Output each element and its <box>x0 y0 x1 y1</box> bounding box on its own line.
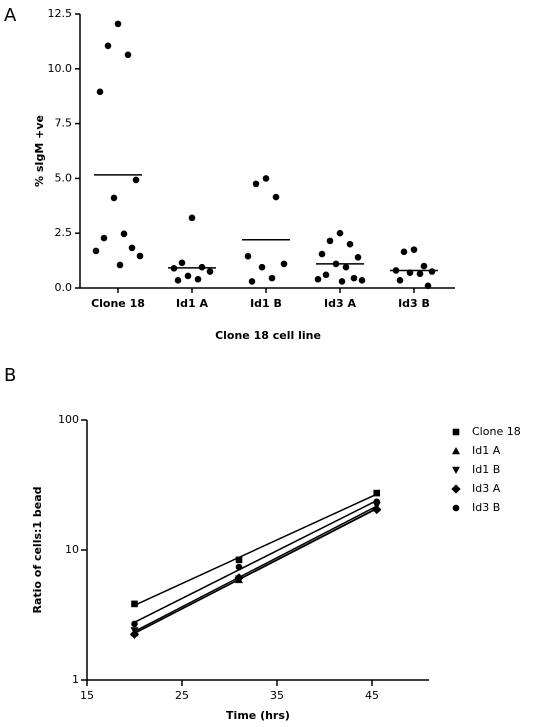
legend-label: Id1 B <box>472 463 500 476</box>
dot <box>116 261 124 269</box>
dot <box>262 175 270 182</box>
dot <box>178 259 186 267</box>
point <box>234 573 244 583</box>
dot <box>114 20 122 28</box>
legend-marker <box>452 504 460 512</box>
x-tick-label: Id1 B <box>250 297 282 310</box>
fit-line <box>134 493 378 606</box>
dot <box>280 260 288 268</box>
point <box>129 629 140 639</box>
fit-line <box>134 499 378 624</box>
legend-marker <box>451 484 461 494</box>
dot <box>92 247 100 255</box>
dot <box>424 282 432 290</box>
x-tick-label: Id3 A <box>324 297 356 310</box>
panel-label: A <box>4 5 17 26</box>
legend-marker <box>452 466 460 474</box>
point <box>373 498 381 506</box>
point <box>131 600 138 608</box>
dot <box>104 42 112 50</box>
dot <box>354 254 362 261</box>
dot <box>396 277 404 284</box>
dot <box>248 278 256 285</box>
dot <box>120 230 128 238</box>
x-axis-label: Time (hrs) <box>226 709 290 722</box>
dot <box>400 248 408 256</box>
panel-label: B <box>4 365 16 386</box>
dot <box>96 88 104 96</box>
x-tick-label: 25 <box>175 689 189 702</box>
dot <box>136 252 144 260</box>
dot <box>428 268 436 275</box>
dot <box>100 234 108 242</box>
fit-line <box>134 505 378 633</box>
dot <box>338 278 346 285</box>
legend-label: Clone 18 <box>472 425 521 438</box>
y-tick-label: 10 <box>65 543 79 556</box>
y-tick-label: 0.0 <box>55 281 73 294</box>
legend-label: Id3 A <box>472 482 501 495</box>
dot <box>420 262 428 270</box>
dot <box>346 240 354 248</box>
fit-line <box>134 508 378 634</box>
y-axis-label: % sIgM +ve <box>33 115 46 187</box>
dot <box>268 274 276 282</box>
y-tick-label: 1 <box>72 673 79 686</box>
dot <box>416 270 424 278</box>
x-tick-label: 15 <box>80 689 94 702</box>
dot <box>358 277 366 284</box>
y-tick-label: 100 <box>58 413 79 426</box>
legend-marker <box>452 428 460 436</box>
y-tick-label: 5.0 <box>55 171 73 184</box>
dot <box>350 274 358 282</box>
dot <box>188 214 196 222</box>
dot <box>258 263 266 271</box>
y-axis-label: Ratio of cells:1 bead <box>31 486 44 613</box>
x-tick-label: 35 <box>270 689 284 702</box>
x-tick-label: Id3 B <box>398 297 430 310</box>
dot <box>314 275 322 283</box>
point <box>235 563 243 571</box>
y-tick-label: 10.0 <box>48 62 73 75</box>
point <box>372 504 382 515</box>
dot <box>252 180 260 188</box>
dot <box>206 268 214 275</box>
dot <box>272 193 280 201</box>
x-tick-label: 45 <box>365 689 379 702</box>
dot <box>326 237 334 245</box>
dot <box>132 176 140 184</box>
y-tick-label: 12.5 <box>48 7 73 20</box>
x-tick-label: Id1 A <box>176 297 208 310</box>
legend-label: Id1 A <box>472 444 501 457</box>
point <box>373 489 381 497</box>
point <box>131 620 138 628</box>
dot <box>110 194 118 202</box>
point <box>235 556 243 564</box>
dot <box>194 275 202 283</box>
dot <box>124 51 132 59</box>
legend-marker <box>452 447 460 455</box>
dot <box>322 271 330 279</box>
y-tick-label: 7.5 <box>55 117 73 130</box>
legend-label: Id3 B <box>472 501 500 514</box>
dot <box>174 277 182 284</box>
dot <box>244 252 252 260</box>
dot <box>342 263 350 271</box>
dot <box>318 250 326 258</box>
dot <box>184 272 192 280</box>
dot <box>410 246 418 253</box>
x-axis-label: Clone 18 cell line <box>215 329 321 342</box>
dot <box>128 244 136 252</box>
dot <box>336 229 344 237</box>
x-tick-label: Clone 18 <box>91 297 145 310</box>
y-tick-label: 2.5 <box>55 226 73 239</box>
